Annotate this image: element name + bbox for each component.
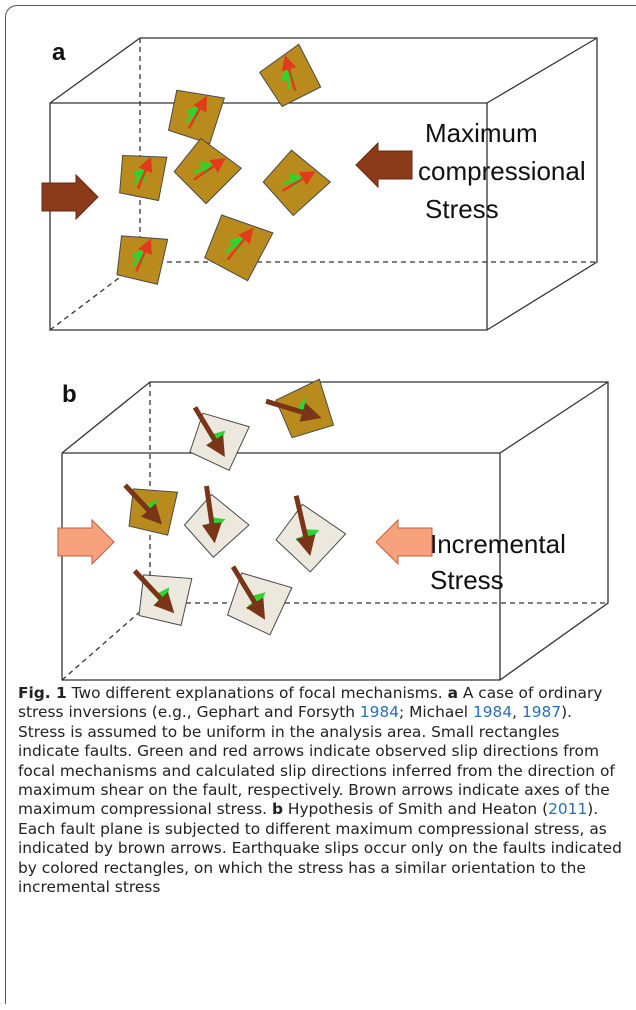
citation-link[interactable]: 1984 (359, 703, 400, 722)
panel-label: a (52, 39, 66, 66)
fault-plane (132, 569, 193, 626)
citation-link[interactable]: 1987 (521, 703, 562, 722)
stress-arrow (57, 518, 115, 566)
caption-text: Two different explanations of focal mech… (66, 684, 448, 702)
panel-label: b (62, 381, 77, 408)
red-arrow (281, 54, 297, 92)
citation-link[interactable]: 1984 (472, 703, 513, 722)
figure-caption: Fig. 1 Two different explanations of foc… (18, 684, 622, 897)
fault-plane (119, 154, 168, 202)
annotation: Stress (425, 194, 499, 224)
fault-plane (258, 43, 322, 108)
stress-arrow (375, 518, 433, 566)
green-arrow (132, 165, 147, 185)
caption-panel-ref: b (271, 800, 283, 819)
fault-rect (226, 572, 293, 636)
annotation: Maximum (425, 118, 538, 148)
green-arrow (280, 65, 296, 89)
fault-plane (123, 483, 179, 536)
red-arrow (135, 238, 152, 272)
caption-label: Fig. 1 (18, 684, 67, 702)
caption-text: A case of ordinary stress inversions (e.… (18, 684, 603, 722)
fault-rect (275, 503, 347, 573)
stress-arrow (355, 141, 413, 189)
fault-rect (275, 378, 335, 439)
fault-plane (167, 89, 226, 145)
fault-plane (204, 214, 274, 282)
red-arrow (187, 95, 208, 129)
brown-arrow (132, 569, 175, 614)
fault-plane (189, 406, 250, 472)
red-arrow (193, 158, 226, 181)
fault-plane (275, 495, 347, 573)
fault-rect (189, 412, 250, 472)
green-arrow (193, 162, 217, 177)
green-arrow (224, 236, 246, 254)
brown-arrow (230, 565, 266, 620)
figure-illustration: a Maximum compressional Stress b Increme… (41, 37, 609, 681)
caption-text: Hypothesis of Smith and Heaton ( (282, 800, 549, 819)
caption-text: ). Each fault plane is subjected to diff… (18, 800, 622, 897)
green-arrow (282, 173, 306, 188)
brown-arrow (293, 495, 316, 557)
fault-rect (204, 214, 274, 282)
fault-plane (226, 565, 293, 636)
figure-frame (5, 5, 636, 1004)
green-arrow (131, 247, 147, 267)
brown-arrow (123, 483, 163, 525)
red-arrow (136, 156, 153, 190)
annotation: Stress (430, 565, 504, 595)
fault-plane (116, 235, 169, 285)
fault-plane (265, 378, 335, 439)
brown-arrow (192, 406, 225, 458)
brown-arrow (201, 485, 222, 544)
brown-arrow (265, 398, 322, 422)
caption-text: , (512, 703, 522, 722)
red-arrow (281, 171, 316, 192)
citation-link[interactable]: 2011 (548, 800, 588, 819)
fault-plane (262, 149, 332, 217)
fault-plane (173, 137, 243, 205)
red-arrow (226, 227, 254, 261)
caption-text: ). Stress is assumed to be uniform in th… (18, 703, 615, 819)
annotation: Incremental (430, 529, 566, 559)
fault-rect (183, 493, 250, 558)
fault-plane (183, 485, 250, 558)
stress-arrow (41, 173, 99, 221)
annotation: compressional (418, 156, 586, 186)
caption-panel-ref: a (447, 684, 458, 702)
caption-text: ; Michael (399, 703, 473, 722)
